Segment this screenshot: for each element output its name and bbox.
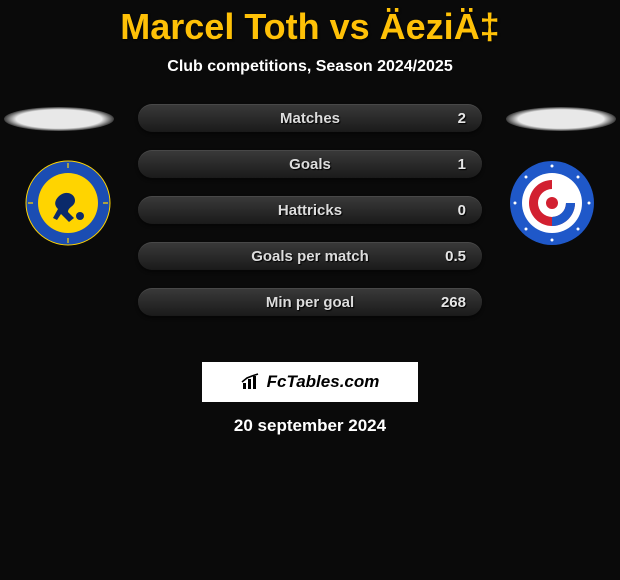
- stat-row-goals: Goals 1: [138, 150, 482, 178]
- generation-date: 20 september 2024: [0, 416, 620, 436]
- stat-right-value: 268: [441, 294, 466, 311]
- stat-right-value: 1: [442, 156, 466, 173]
- club-badge-right: [502, 160, 602, 246]
- brand-text: FcTables.com: [267, 372, 380, 392]
- stat-row-matches: Matches 2: [138, 104, 482, 132]
- stat-right-value: 2: [442, 110, 466, 127]
- stat-label: Hattricks: [138, 202, 482, 219]
- stat-right-value: 0.5: [442, 248, 466, 265]
- stat-right-value: 0: [442, 202, 466, 219]
- stat-label: Min per goal: [138, 294, 482, 311]
- brand-box[interactable]: FcTables.com: [202, 362, 418, 402]
- stat-row-min-per-goal: Min per goal 268: [138, 288, 482, 316]
- stat-row-hattricks: Hattricks 0: [138, 196, 482, 224]
- bar-chart-icon: [241, 373, 263, 391]
- badge-shadow-left: [4, 107, 114, 131]
- stat-label: Goals: [138, 156, 482, 173]
- comparison-panel: Matches 2 Goals 1 Hattricks 0 Goals per …: [0, 104, 620, 354]
- competition-subtitle: Club competitions, Season 2024/2025: [0, 58, 620, 76]
- fctables-logo: FcTables.com: [241, 372, 380, 392]
- club-badge-left: [18, 160, 118, 246]
- stat-label: Goals per match: [138, 248, 482, 265]
- badge-shadow-right: [506, 107, 616, 131]
- page-title: Marcel Toth vs ÄeziÄ‡: [0, 0, 620, 48]
- stat-label: Matches: [138, 110, 482, 127]
- stats-list: Matches 2 Goals 1 Hattricks 0 Goals per …: [138, 104, 482, 334]
- stat-row-goals-per-match: Goals per match 0.5: [138, 242, 482, 270]
